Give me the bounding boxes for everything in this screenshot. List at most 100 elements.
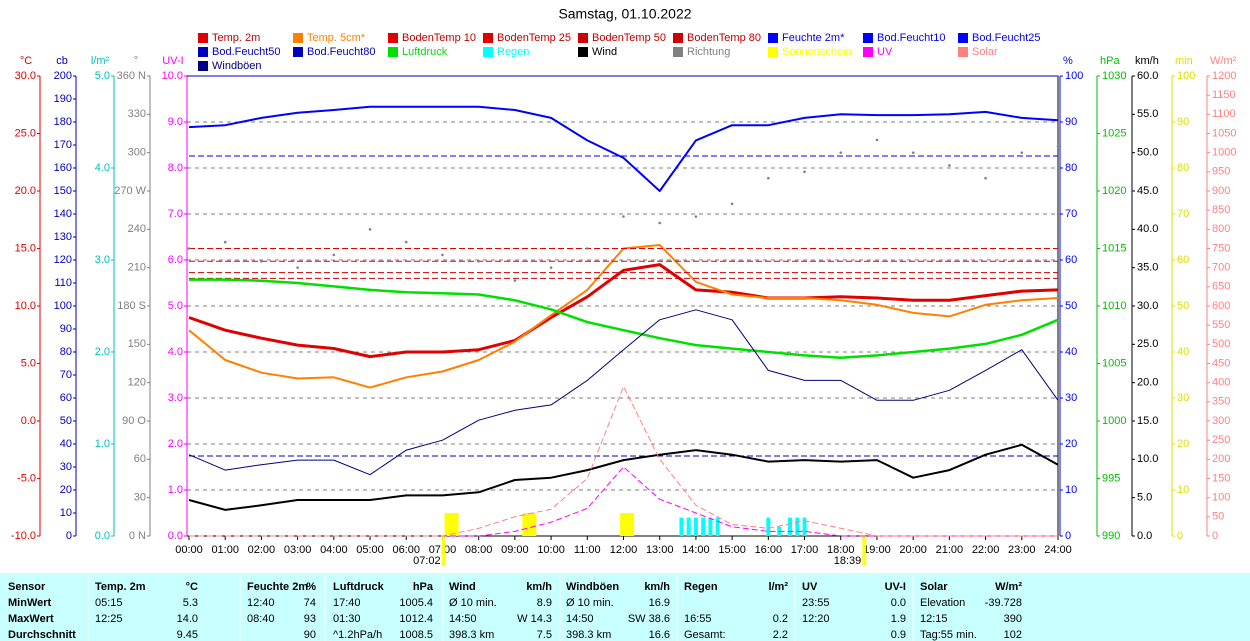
axis-title: hPa bbox=[1100, 55, 1120, 67]
y-tick-label: 1050 bbox=[1212, 127, 1236, 139]
direction-dot bbox=[730, 202, 734, 206]
legend-label: Luftdruck bbox=[402, 46, 448, 58]
y-tick-label: 40.0 bbox=[1137, 223, 1158, 235]
direction-dot bbox=[513, 279, 517, 282]
legend-swatch bbox=[578, 33, 588, 43]
direction-dot bbox=[1020, 151, 1024, 154]
y-tick-label: 1.0 bbox=[95, 438, 110, 450]
y-tick-label: 250 bbox=[1212, 434, 1230, 446]
y-tick-label: 850 bbox=[1212, 204, 1230, 216]
direction-dot bbox=[839, 151, 843, 154]
y-tick-label: 100 bbox=[1065, 70, 1083, 82]
y-tick-label: 150 bbox=[1212, 472, 1230, 484]
y-tick-label: 10.0 bbox=[15, 300, 36, 312]
y-tick-label: 20 bbox=[60, 484, 72, 496]
y-tick-label: 130 bbox=[54, 231, 72, 243]
direction-dot bbox=[549, 266, 553, 269]
series-line bbox=[189, 386, 1058, 537]
direction-dot bbox=[984, 176, 987, 180]
x-tick-label: 18:00 bbox=[827, 544, 855, 556]
direction-dot bbox=[622, 215, 625, 218]
bar bbox=[444, 513, 459, 536]
y-tick-label: 0 bbox=[1212, 530, 1218, 542]
y-tick-label: 120 bbox=[54, 254, 72, 266]
y-tick-label: 1015 bbox=[1102, 242, 1126, 254]
y-tick-label: 1020 bbox=[1102, 185, 1126, 197]
y-tick-label: 1200 bbox=[1212, 70, 1236, 82]
legend-swatch bbox=[198, 47, 208, 57]
y-tick-label: 450 bbox=[1212, 357, 1230, 369]
bar bbox=[693, 517, 698, 536]
y-tick-label: 0.0 bbox=[168, 530, 183, 542]
x-tick-label: 12:00 bbox=[610, 544, 638, 556]
y-tick-label: 0.0 bbox=[21, 415, 36, 427]
bar bbox=[686, 517, 691, 536]
y-tick-label: 180 S bbox=[117, 300, 146, 312]
table-background bbox=[0, 573, 1250, 641]
y-tick-label: 25.0 bbox=[15, 127, 36, 139]
direction-dot bbox=[223, 240, 227, 244]
y-tick-label: 45.0 bbox=[1137, 185, 1158, 197]
x-tick-label: 00:00 bbox=[175, 544, 203, 556]
y-tick-label: 1100 bbox=[1212, 108, 1236, 120]
table-cell: 0.2 bbox=[773, 613, 788, 625]
y-tick-label: 25.0 bbox=[1137, 338, 1158, 350]
y-tick-label: 15.0 bbox=[1137, 415, 1158, 427]
table-cell: 7.5 bbox=[537, 629, 552, 641]
direction-dot bbox=[332, 253, 336, 257]
table-cell: 398.3 km bbox=[449, 629, 494, 641]
y-tick-label: 0 bbox=[66, 530, 72, 542]
bar bbox=[795, 517, 800, 536]
axis-title: min bbox=[1175, 55, 1193, 67]
y-tick-label: 300 bbox=[1212, 415, 1230, 427]
axis-title: W/m² bbox=[1210, 55, 1237, 67]
table-cell: 1.9 bbox=[891, 613, 906, 625]
table-header: Luftdruck bbox=[333, 581, 385, 593]
x-tick-label: 24:00 bbox=[1044, 544, 1072, 556]
table-cell: 08:40 bbox=[247, 613, 275, 625]
x-tick-label: 03:00 bbox=[284, 544, 312, 556]
annotation: 18:39 bbox=[834, 555, 862, 567]
table-cell: 9.45 bbox=[177, 629, 198, 641]
legend-swatch bbox=[768, 33, 778, 43]
direction-dot bbox=[1056, 144, 1060, 148]
direction-dot bbox=[260, 259, 263, 263]
x-tick-label: 11:00 bbox=[574, 544, 601, 556]
legend-label: Temp. 5cm* bbox=[307, 32, 366, 44]
x-tick-label: 01:00 bbox=[211, 544, 239, 556]
y-tick-label: 60 bbox=[1177, 254, 1189, 266]
legend-swatch bbox=[673, 33, 683, 43]
direction-dot bbox=[948, 164, 951, 167]
direction-dot bbox=[404, 240, 408, 244]
legend-label: Bod.Feucht10 bbox=[877, 32, 946, 44]
direction-dot bbox=[803, 170, 806, 174]
y-tick-label: 4.0 bbox=[168, 346, 183, 358]
y-tick-label: 10 bbox=[1177, 484, 1189, 496]
y-tick-label: 40 bbox=[60, 438, 72, 450]
table-cell: 23:55 bbox=[802, 597, 830, 609]
y-tick-label: 5.0 bbox=[95, 70, 110, 82]
axis-title: UV-I bbox=[162, 55, 183, 67]
y-tick-label: 50 bbox=[60, 415, 72, 427]
y-tick-label: 50 bbox=[1212, 511, 1224, 523]
legend-swatch bbox=[293, 33, 303, 43]
x-tick-label: 15:00 bbox=[718, 544, 746, 556]
legend-label: BodenTemp 80 bbox=[687, 32, 761, 44]
bar bbox=[788, 517, 793, 536]
y-tick-label: 80 bbox=[1065, 162, 1077, 174]
direction-dot bbox=[368, 228, 372, 231]
y-tick-label: 350 bbox=[1212, 396, 1230, 408]
x-tick-label: 06:00 bbox=[392, 544, 420, 556]
y-tick-label: 1030 bbox=[1102, 70, 1126, 82]
sun-marker bbox=[862, 536, 867, 566]
x-tick-label: 13:00 bbox=[646, 544, 674, 556]
y-tick-label: 0 N bbox=[129, 530, 146, 542]
y-tick-label: 100 bbox=[54, 300, 72, 312]
table-cell: MaxWert bbox=[8, 613, 54, 625]
y-tick-label: 80 bbox=[60, 346, 72, 358]
y-tick-label: 10.0 bbox=[1137, 453, 1158, 465]
table-cell: 390 bbox=[1004, 613, 1022, 625]
y-tick-label: 150 bbox=[128, 338, 146, 350]
y-tick-label: 950 bbox=[1212, 166, 1230, 178]
legend-label: BodenTemp 50 bbox=[592, 32, 666, 44]
